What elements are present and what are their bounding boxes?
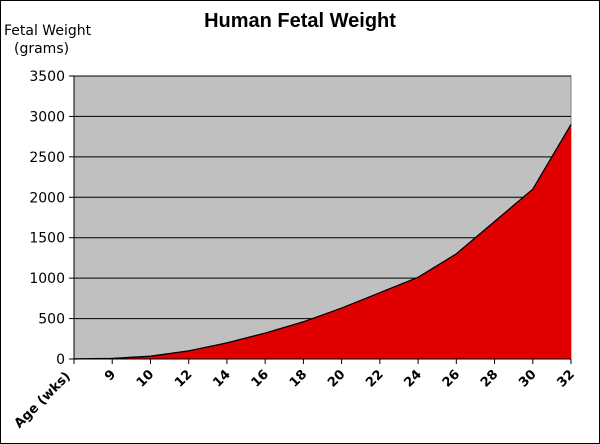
y-tick-label: 2000 <box>29 190 65 206</box>
x-axis-label: Age (wks) <box>12 369 74 431</box>
y-tick-label: 2500 <box>29 150 65 166</box>
y-axis-label-line2: (grams) <box>14 41 70 57</box>
x-tick-label: 10 <box>134 367 157 390</box>
x-tick-label: 16 <box>249 367 272 390</box>
y-axis-label-line1: Fetal Weight <box>4 23 92 39</box>
x-tick-label: 28 <box>478 367 501 390</box>
y-axis-label: Fetal Weight (grams) <box>4 22 94 58</box>
series-line <box>73 124 572 360</box>
y-tick-label: 0 <box>56 352 65 368</box>
x-tick-label: 26 <box>440 367 463 390</box>
y-tick-label: 3000 <box>29 109 65 125</box>
x-tick-label: 18 <box>287 367 310 390</box>
x-tick-label: 30 <box>516 367 539 390</box>
x-tick-label: 14 <box>210 367 233 390</box>
y-tick-label: 3500 <box>29 69 65 85</box>
x-tick-label: 9 <box>102 367 119 384</box>
chart-title: Human Fetal Weight <box>204 10 396 32</box>
x-tick-label: 32 <box>554 367 577 390</box>
x-tick-label: 20 <box>325 367 348 390</box>
y-tick-label: 1000 <box>29 271 65 287</box>
x-tick-label: 12 <box>172 367 195 390</box>
y-tick-label: 1500 <box>29 231 65 247</box>
y-tick-label: 500 <box>38 312 65 328</box>
area-fill <box>74 124 571 359</box>
x-tick-label: 24 <box>402 367 425 390</box>
x-tick-label: 22 <box>363 367 386 390</box>
